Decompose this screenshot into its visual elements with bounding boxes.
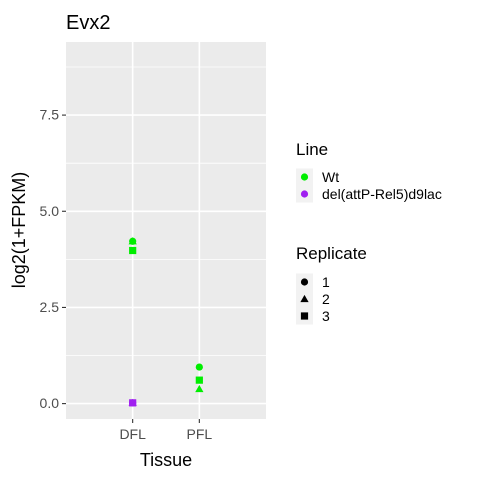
legend-replicate-label: 1 [322,274,330,290]
x-axis: DFL PFL [119,419,212,442]
legend-line-title: Line [296,140,328,159]
chart-title: Evx2 [66,12,110,34]
data-point [196,363,203,370]
y-tick-label: 2.5 [40,299,60,315]
legend-replicate-key [301,312,308,319]
y-tick-label: 5.0 [40,203,60,219]
data-point [129,399,136,406]
x-tick-label: PFL [186,426,212,442]
data-point [129,247,136,254]
legend-line-label: Wt [322,169,339,185]
y-tick-label: 7.5 [40,107,60,123]
legend-line-key [301,173,308,180]
legend-line-label: del(attP-Rel5)d9lac [322,186,442,202]
legend-replicate: Replicate 123 [296,244,367,325]
x-axis-title: Tissue [140,450,192,470]
y-axis-title: log2(1+FPKM) [9,172,29,289]
legend-line-key [301,190,308,197]
legend-replicate-label: 2 [322,291,330,307]
legend-replicate-title: Replicate [296,244,367,263]
x-tick-label: DFL [119,426,146,442]
y-axis: 0.0 2.5 5.0 7.5 [40,107,66,412]
legend-replicate-key [301,278,308,285]
legend-replicate-label: 3 [322,308,330,324]
plot-panel [66,42,266,419]
y-tick-label: 0.0 [40,395,60,411]
data-point [196,377,203,384]
